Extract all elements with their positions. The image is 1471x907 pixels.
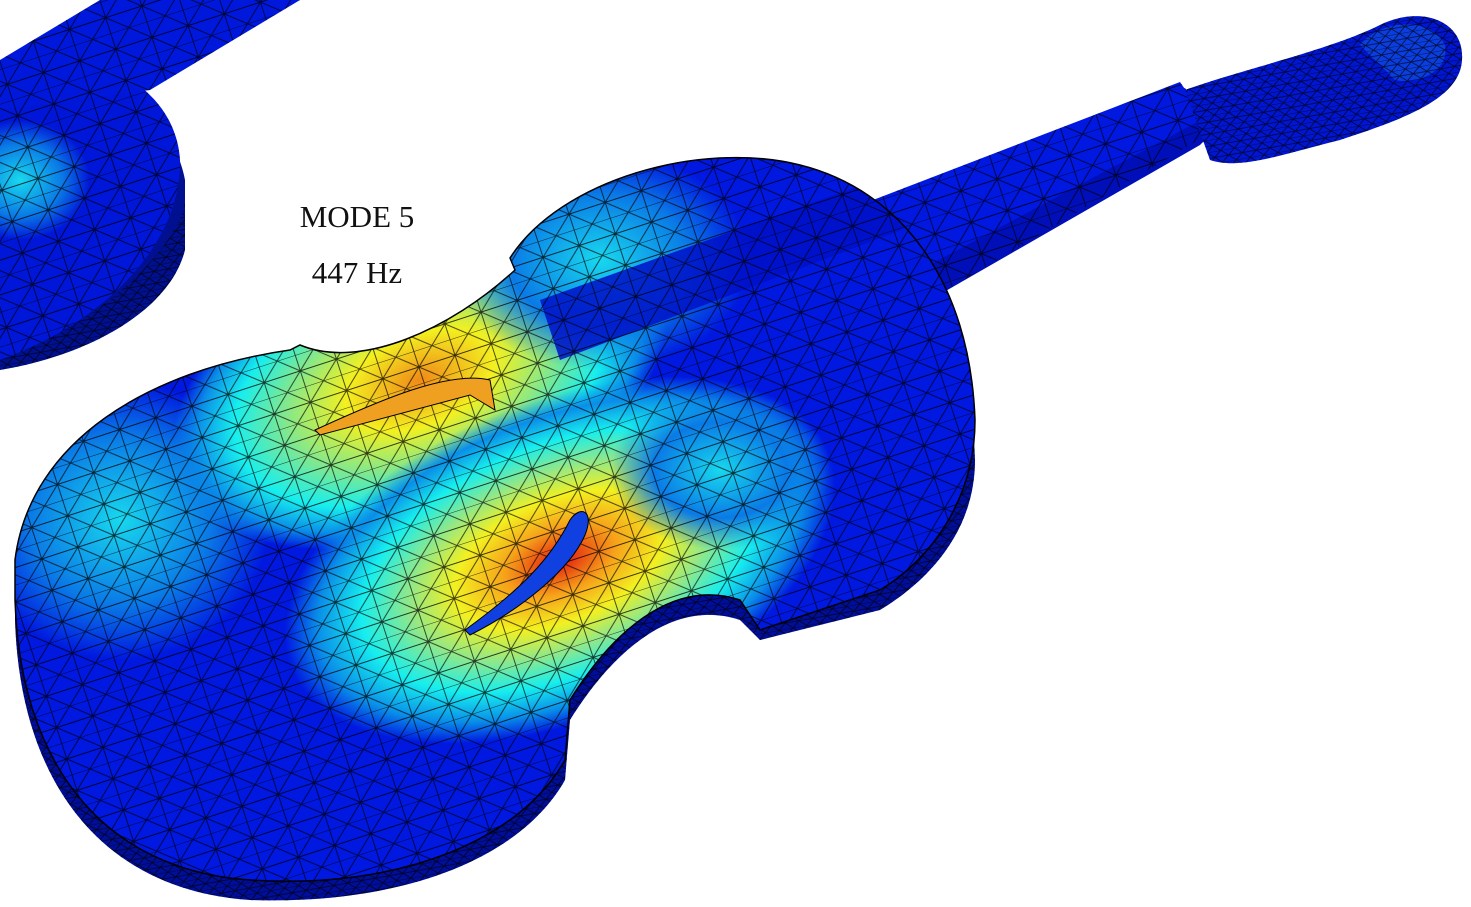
frequency-label: 447 Hz	[312, 255, 402, 290]
page: MODE 5 447 Hz (() => { const data = JSON…	[0, 0, 1471, 907]
neck-group	[860, 16, 1462, 300]
second-violin	[0, 0, 300, 370]
scroll-mesh	[1185, 16, 1462, 163]
fem-mode-figure: MODE 5 447 Hz	[0, 0, 1471, 907]
mode-label: MODE 5	[300, 199, 415, 234]
neck-mesh	[0, 0, 300, 110]
